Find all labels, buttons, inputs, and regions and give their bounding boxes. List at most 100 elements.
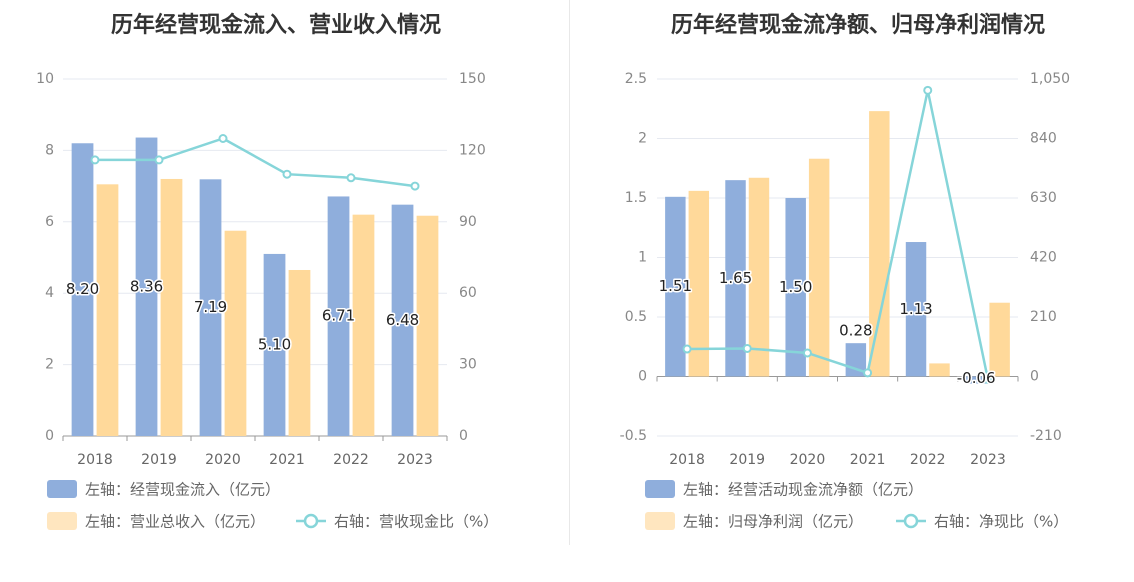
data-label: 0.28 [839, 322, 872, 340]
bar-blue [391, 204, 414, 436]
line-point [346, 173, 356, 183]
x-axis-tick-label: 2018 [77, 452, 113, 468]
right-axis-tick-label: 120 [459, 142, 486, 158]
bar-blue [785, 198, 806, 377]
bar-blue [725, 180, 746, 377]
x-axis-tick-label: 2020 [790, 452, 826, 468]
bar-orange [929, 363, 950, 377]
line-point [863, 368, 873, 378]
bar-blue [905, 242, 927, 377]
line-point [410, 181, 420, 191]
left-axis-tick-label: 8 [45, 142, 54, 158]
bar-orange [96, 184, 119, 436]
data-label: 5.10 [258, 335, 291, 353]
x-axis-tick-label: 2022 [910, 452, 946, 468]
line-point [802, 348, 812, 358]
data-label: 1.65 [719, 269, 752, 287]
left-axis-tick-label: 0 [45, 428, 54, 444]
legend-label: 右轴：净现比（%） [934, 513, 1068, 531]
right-axis-tick-label: 30 [459, 357, 477, 373]
right-axis-tick-label: 210 [1030, 309, 1057, 325]
legend-swatch [645, 480, 675, 498]
legend-line-marker [303, 513, 319, 529]
line-point [90, 155, 100, 165]
legend-label: 左轴：归母净利润（亿元） [683, 513, 863, 531]
line-point [682, 344, 692, 354]
left-axis-tick-label: 1.5 [625, 190, 647, 206]
right-axis-tick-label: 840 [1030, 131, 1057, 147]
x-axis-tick-label: 2018 [669, 452, 705, 468]
data-label: 7.19 [194, 298, 227, 316]
left-axis-tick-label: 4 [45, 285, 54, 301]
x-axis-tick-label: 2023 [397, 452, 433, 468]
right-axis-tick-label: 0 [1030, 369, 1039, 385]
line-series [687, 90, 990, 380]
line-point [154, 155, 164, 165]
legend-label: 左轴：经营现金流入（亿元） [85, 481, 280, 499]
legend-swatch [47, 512, 77, 530]
data-label: 8.20 [66, 280, 99, 298]
data-label: -0.06 [957, 369, 996, 387]
legend-label: 左轴：经营活动现金流净额（亿元） [683, 481, 923, 499]
bar-blue [263, 253, 286, 436]
bar-orange [688, 190, 710, 377]
data-label: 1.13 [899, 300, 932, 318]
line-series [95, 137, 416, 188]
line-point [218, 134, 228, 143]
left-axis-tick-label: 2.5 [625, 71, 647, 87]
chart-title: 历年经营现金流入、营业收入情况 [111, 12, 441, 38]
left-axis-tick-label: -0.5 [620, 428, 647, 444]
data-label: 6.48 [386, 311, 419, 329]
left-axis-tick-label: 2 [45, 357, 54, 373]
data-label: 6.71 [322, 307, 355, 325]
x-axis-tick-label: 2020 [205, 452, 241, 468]
left-axis-tick-label: 1 [638, 250, 647, 266]
legend-label: 右轴：营收现金比（%） [334, 513, 498, 531]
right-axis-tick-label: -210 [1030, 428, 1062, 444]
line-point [983, 374, 993, 384]
legend-label: 左轴：营业总收入（亿元） [85, 513, 265, 531]
bar-blue [327, 196, 350, 436]
left-axis-tick-label: 2 [638, 131, 647, 147]
right-axis-tick-label: 150 [459, 71, 486, 87]
left-axis-tick-label: 0.5 [625, 309, 647, 325]
bar-orange [989, 302, 1010, 377]
data-label: 8.36 [130, 277, 163, 295]
bar-blue [199, 179, 222, 436]
line-point [923, 85, 933, 95]
bar-orange [869, 111, 890, 377]
bar-blue [965, 376, 987, 384]
panel-divider [569, 0, 570, 545]
right-axis-tick-label: 60 [459, 285, 477, 301]
bar-orange [224, 230, 247, 436]
legend-swatch [47, 480, 77, 498]
bar-orange [288, 269, 311, 436]
legend-swatch [645, 512, 675, 530]
chart-title: 历年经营现金流净额、归母净利润情况 [671, 12, 1045, 38]
bar-orange [160, 178, 183, 436]
bar-blue [135, 137, 158, 436]
right-axis-tick-label: 90 [459, 214, 477, 230]
right-axis-tick-label: 420 [1030, 250, 1057, 266]
legend-line-marker [903, 513, 919, 529]
right-axis-tick-label: 630 [1030, 190, 1057, 206]
x-axis-tick-label: 2019 [729, 452, 765, 468]
chart-2: 历年经营现金流净额、归母净利润情况 -0.5 0 0.5 1 1.5 2 2.5 -210 0 21… [620, 12, 1070, 531]
line-point [742, 343, 752, 353]
x-axis-tick-label: 2021 [269, 452, 305, 468]
left-axis-tick-label: 0 [638, 369, 647, 385]
left-axis-tick-label: 10 [36, 71, 54, 87]
right-axis-tick-label: 1,050 [1030, 71, 1070, 87]
x-axis-tick-label: 2022 [333, 452, 369, 468]
x-axis-tick-label: 2019 [141, 452, 177, 468]
left-axis-tick-label: 6 [45, 214, 54, 230]
chart-1: 历年经营现金流入、营业收入情况 0 2 4 6 8 10 0 30 60 90 120 150 2018 2… [36, 12, 498, 531]
bar-orange [748, 177, 770, 377]
bar-orange [352, 214, 375, 436]
data-label: 1.51 [659, 277, 692, 295]
right-axis-tick-label: 0 [459, 428, 468, 444]
bar-blue [71, 143, 94, 436]
bar-blue [665, 196, 686, 377]
